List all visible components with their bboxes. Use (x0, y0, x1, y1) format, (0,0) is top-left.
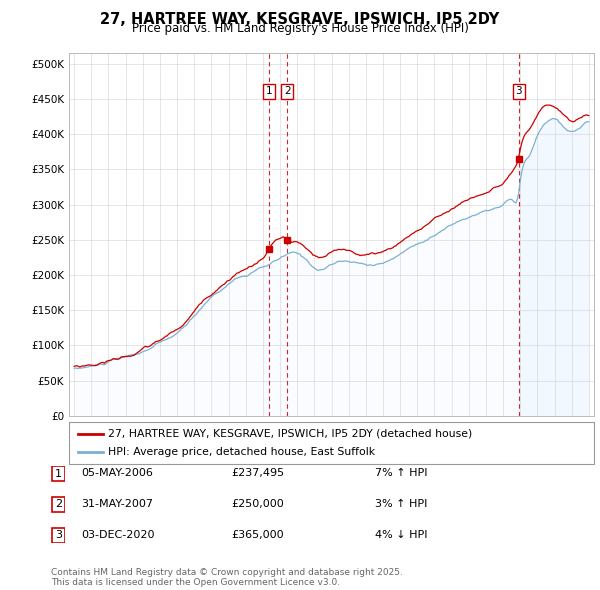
Text: 2: 2 (55, 500, 62, 509)
Text: 03-DEC-2020: 03-DEC-2020 (81, 530, 155, 539)
Text: 4% ↓ HPI: 4% ↓ HPI (375, 530, 427, 539)
Text: 27, HARTREE WAY, KESGRAVE, IPSWICH, IP5 2DY (detached house): 27, HARTREE WAY, KESGRAVE, IPSWICH, IP5 … (109, 429, 473, 439)
Text: Price paid vs. HM Land Registry's House Price Index (HPI): Price paid vs. HM Land Registry's House … (131, 22, 469, 35)
Text: 1: 1 (266, 86, 272, 96)
Text: £365,000: £365,000 (231, 530, 284, 539)
Text: 7% ↑ HPI: 7% ↑ HPI (375, 468, 427, 478)
Text: 31-MAY-2007: 31-MAY-2007 (81, 499, 153, 509)
Text: 3: 3 (515, 86, 522, 96)
Text: 3: 3 (55, 530, 62, 540)
Text: HPI: Average price, detached house, East Suffolk: HPI: Average price, detached house, East… (109, 447, 376, 457)
Text: £250,000: £250,000 (231, 499, 284, 509)
Text: £237,495: £237,495 (231, 468, 284, 478)
Text: 27, HARTREE WAY, KESGRAVE, IPSWICH, IP5 2DY: 27, HARTREE WAY, KESGRAVE, IPSWICH, IP5 … (100, 12, 500, 27)
Text: Contains HM Land Registry data © Crown copyright and database right 2025.
This d: Contains HM Land Registry data © Crown c… (51, 568, 403, 587)
Text: 2: 2 (284, 86, 290, 96)
Text: 1: 1 (55, 469, 62, 478)
Text: 05-MAY-2006: 05-MAY-2006 (81, 468, 153, 478)
Text: 3% ↑ HPI: 3% ↑ HPI (375, 499, 427, 509)
